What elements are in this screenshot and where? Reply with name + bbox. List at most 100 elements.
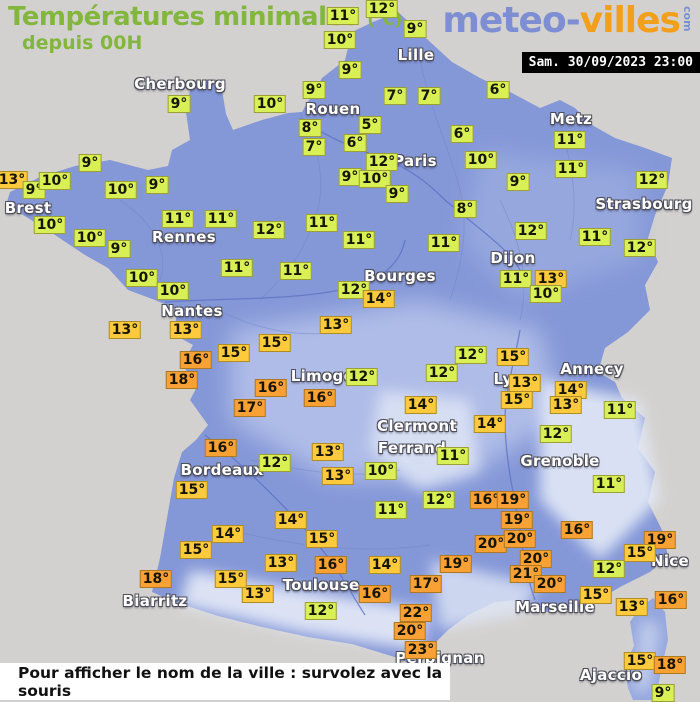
temp-label[interactable]: 18° [165,371,199,389]
temp-label[interactable]: 12° [514,222,548,240]
temp-label[interactable]: 15° [175,481,209,499]
temp-label[interactable]: 10° [33,216,67,234]
meteo-villes-logo[interactable]: meteo- villes com [442,0,694,41]
temp-label[interactable]: 19° [496,491,530,509]
temp-label[interactable]: 18° [653,656,687,674]
temp-label[interactable]: 12° [454,346,488,364]
temp-label[interactable]: 7° [302,138,326,156]
temp-label[interactable]: 14° [554,381,588,399]
temp-label[interactable]: 13° [169,321,203,339]
temp-label[interactable]: 9° [107,240,131,258]
temp-label[interactable]: 9° [145,176,169,194]
temp-label[interactable]: 12° [539,425,573,443]
temp-label[interactable]: 16° [179,351,213,369]
temp-label[interactable]: 13° [549,396,583,414]
temp-label[interactable]: 10° [73,229,107,247]
temp-label[interactable]: 11° [161,210,195,228]
temp-label[interactable]: 16° [654,591,688,609]
temp-label[interactable]: 9° [403,20,427,38]
temp-label[interactable]: 12° [252,221,286,239]
temp-label[interactable]: 11° [553,131,587,149]
temp-label[interactable]: 16° [314,556,348,574]
temp-label[interactable]: 11° [427,234,461,252]
temp-label[interactable]: 9° [385,185,409,203]
temp-label[interactable]: 20° [503,530,537,548]
temp-label[interactable]: 16° [469,491,503,509]
temp-label[interactable]: 13° [508,374,542,392]
temp-label[interactable]: 12° [258,454,292,472]
temp-label[interactable]: 8° [298,119,322,137]
temp-label[interactable]: 10° [529,285,563,303]
temp-label[interactable]: 15° [305,530,339,548]
temp-label[interactable]: 20° [474,535,508,553]
temp-label[interactable]: 10° [38,172,72,190]
temp-label[interactable]: 9° [338,168,362,186]
temp-label[interactable]: 13° [319,316,353,334]
temp-label[interactable]: 13° [311,443,345,461]
temp-label[interactable]: 12° [365,153,399,171]
temp-label[interactable]: 13° [108,321,142,339]
temp-label[interactable]: 11° [554,160,588,178]
temp-label[interactable]: 10° [364,462,398,480]
temp-label[interactable]: 12° [635,171,669,189]
temp-label[interactable]: 20° [533,575,567,593]
temp-label[interactable]: 15° [500,391,534,409]
temp-label[interactable]: 9° [167,95,191,113]
temp-label[interactable]: 13° [264,554,298,572]
temp-label[interactable]: 15° [214,570,248,588]
temp-label[interactable]: 14° [473,415,507,433]
temp-label[interactable]: 5° [358,116,382,134]
temp-label[interactable]: 10° [125,269,159,287]
temp-label[interactable]: 14° [404,396,438,414]
temp-label[interactable]: 14° [362,290,396,308]
temp-label[interactable]: 16° [303,389,337,407]
temp-label[interactable]: 16° [358,585,392,603]
temp-label[interactable]: 16° [560,521,594,539]
temp-label[interactable]: 10° [253,95,287,113]
temp-label[interactable]: 14° [211,525,245,543]
temp-label[interactable]: 15° [258,334,292,352]
temp-label[interactable]: 12° [592,560,626,578]
temp-label[interactable]: 11° [326,7,360,25]
temp-label[interactable]: 12° [304,602,338,620]
temp-label[interactable]: 15° [623,544,657,562]
temp-label[interactable]: 12° [365,0,399,18]
temp-label[interactable]: 11° [342,231,376,249]
temp-label[interactable]: 7° [417,87,441,105]
temp-label[interactable]: 11° [374,501,408,519]
temp-label[interactable]: 12° [422,491,456,509]
temp-label[interactable]: 8° [453,200,477,218]
temp-label[interactable]: 13° [615,598,649,616]
temp-label[interactable]: 12° [623,239,657,257]
temp-label[interactable]: 15° [496,348,530,366]
temp-label[interactable]: 11° [279,262,313,280]
temp-label[interactable]: 9° [506,173,530,191]
temp-label[interactable]: 12° [425,364,459,382]
temp-label[interactable]: 20° [519,550,553,568]
temp-label[interactable]: 11° [603,401,637,419]
temp-label[interactable]: 13° [0,171,29,189]
temp-label[interactable]: 15° [217,344,251,362]
temp-label[interactable]: 11° [436,447,470,465]
temp-label[interactable]: 9° [338,61,362,79]
temp-label[interactable]: 17° [233,399,267,417]
temp-label[interactable]: 22° [399,604,433,622]
temp-label[interactable]: 15° [179,541,213,559]
temp-label[interactable]: 9° [302,81,326,99]
temp-label[interactable]: 6° [343,134,367,152]
temp-label[interactable]: 18° [139,570,173,588]
temp-label[interactable]: 10° [358,170,392,188]
temp-label[interactable]: 14° [368,556,402,574]
temp-label[interactable]: 11° [204,210,238,228]
temp-label[interactable]: 11° [499,270,533,288]
temp-label[interactable]: 20° [393,622,427,640]
temp-label[interactable]: 9° [78,154,102,172]
temp-label[interactable]: 23° [404,641,438,659]
temp-label[interactable]: 11° [592,475,626,493]
temp-label[interactable]: 17° [409,575,443,593]
temp-label[interactable]: 7° [383,87,407,105]
temp-label[interactable]: 11° [220,259,254,277]
temp-label[interactable]: 6° [486,81,510,99]
temp-label[interactable]: 15° [579,586,613,604]
temp-label[interactable]: 16° [254,379,288,397]
